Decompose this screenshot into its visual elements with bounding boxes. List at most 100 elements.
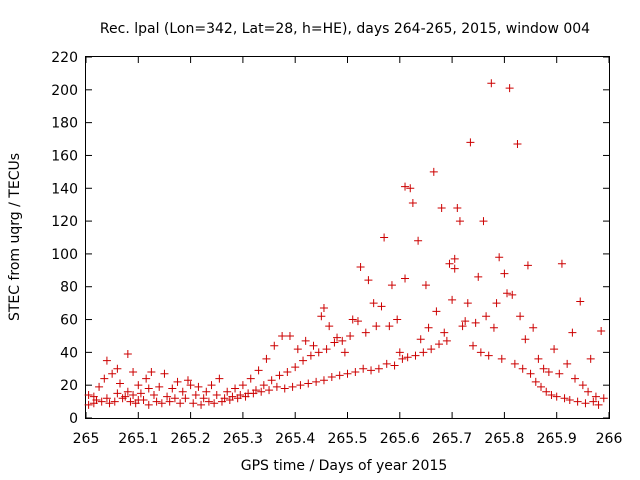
data-point: [262, 354, 271, 363]
data-point: [265, 386, 274, 395]
data-point: [333, 333, 342, 342]
x-tick-label: 265.4: [275, 431, 315, 447]
data-point: [395, 348, 404, 357]
data-point: [374, 364, 383, 373]
data-point: [176, 399, 185, 408]
data-point: [544, 368, 553, 377]
data-point: [147, 368, 156, 377]
data-point: [503, 289, 512, 298]
data-point: [204, 397, 213, 406]
data-point: [199, 394, 208, 403]
data-point: [458, 322, 467, 331]
data-point: [526, 369, 535, 378]
x-axis-ticks: 265 265.1 265.2 265.3 265.4 265.5 265.6 265.7 26…: [73, 57, 623, 447]
data-point: [403, 353, 412, 362]
data-point: [594, 400, 603, 409]
data-point: [319, 304, 328, 313]
data-point: [581, 399, 590, 408]
data-point: [144, 400, 153, 409]
data-point: [565, 395, 574, 404]
y-tick-label: 40: [60, 345, 78, 361]
data-point: [393, 315, 402, 324]
y-tick-label: 200: [51, 83, 78, 99]
data-point: [173, 377, 182, 386]
y-tick-label: 100: [51, 247, 78, 263]
data-point: [301, 336, 310, 345]
data-point: [463, 299, 472, 308]
data-point: [474, 272, 483, 281]
data-point: [563, 359, 572, 368]
data-point: [293, 345, 302, 354]
data-point: [163, 392, 172, 401]
x-tick-label: 265: [73, 431, 100, 447]
data-point: [408, 199, 417, 208]
data-point: [599, 394, 608, 403]
data-point: [97, 397, 106, 406]
data-points: [84, 79, 608, 409]
data-point: [246, 374, 255, 383]
data-point: [529, 323, 538, 332]
data-point: [487, 79, 496, 88]
data-point: [586, 354, 595, 363]
x-tick-label: 266: [596, 431, 623, 447]
data-point: [450, 254, 459, 263]
data-point: [367, 366, 376, 375]
data-point: [236, 391, 245, 400]
data-point: [461, 317, 470, 326]
y-tick-label: 80: [60, 280, 78, 296]
data-point: [278, 331, 287, 340]
data-point: [136, 389, 145, 398]
data-point: [223, 387, 232, 396]
plot-frame: [85, 56, 610, 419]
data-point: [437, 203, 446, 212]
data-point: [476, 348, 485, 357]
data-point: [401, 182, 410, 191]
data-point: [267, 376, 276, 385]
data-point: [343, 369, 352, 378]
data-point: [591, 392, 600, 401]
data-point: [445, 259, 454, 268]
data-point: [500, 269, 509, 278]
data-point: [168, 384, 177, 393]
data-point: [338, 336, 347, 345]
data-point: [108, 369, 117, 378]
data-point: [283, 368, 292, 377]
data-point: [455, 217, 464, 226]
data-point: [382, 359, 391, 368]
data-point: [325, 322, 334, 331]
y-tick-label: 60: [60, 313, 78, 329]
data-point: [129, 391, 138, 400]
data-point: [578, 381, 587, 390]
data-point: [314, 348, 323, 357]
data-point: [508, 290, 517, 299]
data-point: [584, 387, 593, 396]
data-point: [450, 264, 459, 273]
data-point: [387, 281, 396, 290]
data-point: [552, 392, 561, 401]
data-point: [272, 382, 281, 391]
data-point: [571, 374, 580, 383]
data-point: [372, 322, 381, 331]
data-point: [453, 203, 462, 212]
data-point: [194, 382, 203, 391]
data-point: [589, 397, 598, 406]
data-point: [197, 400, 206, 409]
data-point: [330, 338, 339, 347]
data-point: [377, 302, 386, 311]
data-point: [542, 387, 551, 396]
data-point: [207, 381, 216, 390]
data-point: [466, 138, 475, 147]
data-point: [257, 387, 266, 396]
data-point: [115, 379, 124, 388]
data-point: [270, 341, 279, 350]
data-point: [202, 387, 211, 396]
data-point: [539, 364, 548, 373]
data-point: [537, 382, 546, 391]
data-point: [495, 253, 504, 262]
data-point: [102, 356, 111, 365]
data-point: [419, 348, 428, 357]
data-point: [139, 395, 148, 404]
data-point: [238, 381, 247, 390]
data-point: [521, 335, 530, 344]
data-point: [259, 381, 268, 390]
